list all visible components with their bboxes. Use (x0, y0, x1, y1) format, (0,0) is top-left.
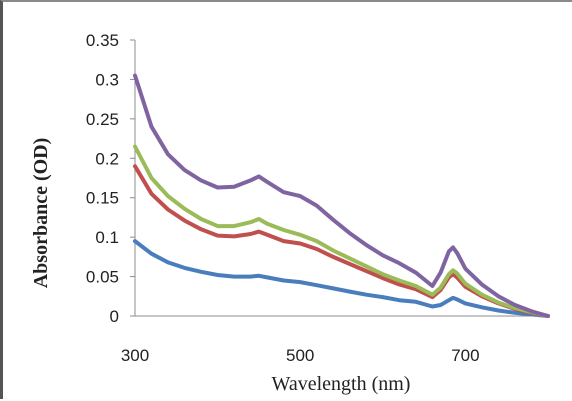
axes (130, 39, 548, 317)
x-tick-label: 500 (286, 346, 314, 365)
x-axis-label: Wavelength (nm) (272, 373, 411, 395)
series-line-3 (133, 144, 550, 318)
absorbance-line-chart: 0 0.05 0.1 0.15 0.2 0.25 0.3 0.35 300 500 700 Wave… (30, 31, 550, 395)
y-tick-label: 0.3 (95, 70, 119, 89)
y-tick-label: 0.1 (95, 228, 119, 247)
y-tick-label: 0.35 (86, 31, 119, 50)
tick-labels: 0 0.05 0.1 0.15 0.2 0.25 0.3 0.35 300 500 700 (86, 31, 480, 365)
y-tick-label: 0.05 (86, 268, 119, 287)
y-tick-label: 0.2 (95, 149, 119, 168)
series-line-1 (133, 239, 550, 318)
x-tick-label: 300 (121, 346, 149, 365)
x-tick-label: 700 (451, 346, 479, 365)
series-line-4 (133, 73, 550, 318)
y-axis-label: Absorbance (OD) (30, 138, 52, 289)
series-line-2 (133, 164, 550, 318)
series-group (133, 73, 550, 318)
y-tick-label: 0 (110, 307, 119, 326)
y-tick-label: 0.25 (86, 110, 119, 129)
y-tick-label: 0.15 (86, 189, 119, 208)
